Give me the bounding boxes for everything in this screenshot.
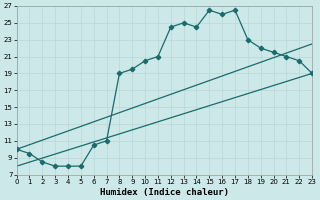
X-axis label: Humidex (Indice chaleur): Humidex (Indice chaleur) <box>100 188 229 197</box>
